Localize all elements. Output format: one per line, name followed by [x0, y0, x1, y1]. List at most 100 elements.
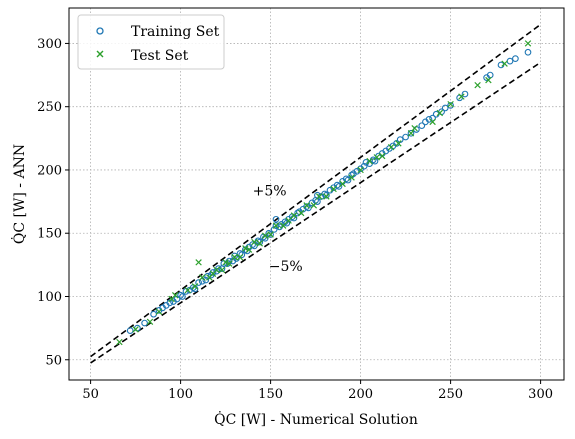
legend-test-label: Test Set: [131, 48, 189, 64]
annotation-minus-5: −5%: [269, 259, 303, 275]
training-point: [236, 250, 244, 257]
test-point: [366, 157, 373, 165]
test-point: [213, 266, 220, 274]
x-tick-label: 250: [438, 387, 463, 402]
test-point: [458, 93, 465, 100]
training-point: [425, 115, 433, 123]
training-point: [126, 327, 134, 335]
test-point: [261, 232, 269, 239]
test-point: [290, 212, 298, 219]
x-tick-label: 150: [258, 387, 283, 402]
x-tick-label: 200: [348, 387, 373, 402]
legend-training-label: Training Set: [131, 24, 220, 40]
reference-line: [90, 23, 542, 358]
training-point: [393, 140, 400, 147]
y-axis-label: Q̇C [W] - ANN: [10, 144, 28, 244]
test-point: [378, 152, 386, 160]
test-point: [272, 222, 280, 229]
test-point: [171, 291, 179, 299]
training-point: [198, 277, 206, 285]
test-point: [184, 286, 192, 294]
training-point: [177, 291, 184, 299]
test-point: [310, 202, 318, 209]
test-point: [231, 254, 238, 261]
training-point: [209, 269, 217, 276]
training-point: [512, 55, 519, 62]
training-point: [418, 122, 426, 130]
test-point: [315, 193, 323, 200]
test-point: [116, 338, 123, 346]
training-point: [461, 90, 469, 98]
test-point: [411, 124, 418, 132]
test-point: [279, 222, 287, 229]
test-point: [485, 76, 492, 84]
legend-training-marker: [96, 27, 104, 35]
training-point: [344, 176, 352, 184]
x-tick-label: 300: [528, 387, 553, 402]
training-point: [303, 203, 310, 211]
training-point: [441, 104, 449, 112]
test-point: [242, 245, 249, 252]
training-point: [267, 231, 274, 238]
test-point: [330, 185, 337, 193]
test-point: [447, 100, 454, 108]
test-point: [236, 254, 244, 261]
test-point: [155, 308, 163, 315]
reference-lines: [90, 23, 542, 364]
test-point: [357, 166, 364, 174]
test-point: [429, 118, 436, 126]
x-tick-label: 100: [168, 387, 193, 402]
training-point: [333, 181, 341, 189]
test-point: [198, 274, 206, 281]
test-point: [222, 259, 229, 266]
test-point: [407, 130, 415, 137]
test-point: [132, 326, 139, 333]
reference-line: [90, 61, 542, 364]
test-point: [436, 109, 444, 117]
test-point: [267, 231, 274, 238]
training-point: [249, 241, 256, 248]
test-point: [303, 202, 310, 209]
y-tick-label: 200: [37, 163, 62, 178]
training-point: [195, 279, 202, 286]
training-point: [323, 191, 330, 199]
test-point: [297, 209, 305, 217]
training-point: [202, 276, 210, 284]
test-point: [395, 140, 402, 147]
test-point: [218, 266, 226, 274]
training-point: [407, 129, 415, 137]
data-points: [116, 40, 532, 346]
grid-lines: [69, 8, 564, 380]
training-point: [429, 114, 436, 122]
legend-test-marker: [96, 50, 104, 58]
legend-box: [77, 14, 225, 70]
test-point: [146, 318, 154, 326]
training-point: [256, 238, 264, 246]
x-axis-ticks: 50 100 150 200 250 300: [82, 380, 553, 402]
test-point: [373, 154, 381, 161]
test-point: [524, 40, 532, 47]
test-point: [474, 81, 481, 89]
y-tick-label: 250: [37, 100, 62, 115]
y-tick-label: 100: [37, 290, 62, 305]
y-tick-label: 50: [45, 353, 62, 368]
training-point: [179, 293, 186, 300]
test-point: [323, 193, 330, 200]
test-point: [251, 238, 258, 246]
test-point: [225, 260, 233, 267]
training-point: [272, 215, 280, 223]
test-point: [195, 259, 202, 266]
test-point: [339, 180, 346, 188]
y-tick-label: 300: [37, 37, 62, 52]
x-tick-label: 50: [82, 387, 99, 402]
training-point: [238, 251, 246, 259]
test-point: [387, 143, 395, 151]
legend: Training Set Test Set: [77, 14, 225, 70]
y-tick-label: 150: [37, 227, 62, 242]
training-point: [524, 48, 532, 56]
x-axis-label: Q̇C [W] - Numerical Solution: [214, 410, 418, 428]
annotation-plus-5: +5%: [253, 183, 287, 199]
training-point: [360, 162, 368, 170]
test-point: [348, 174, 355, 181]
